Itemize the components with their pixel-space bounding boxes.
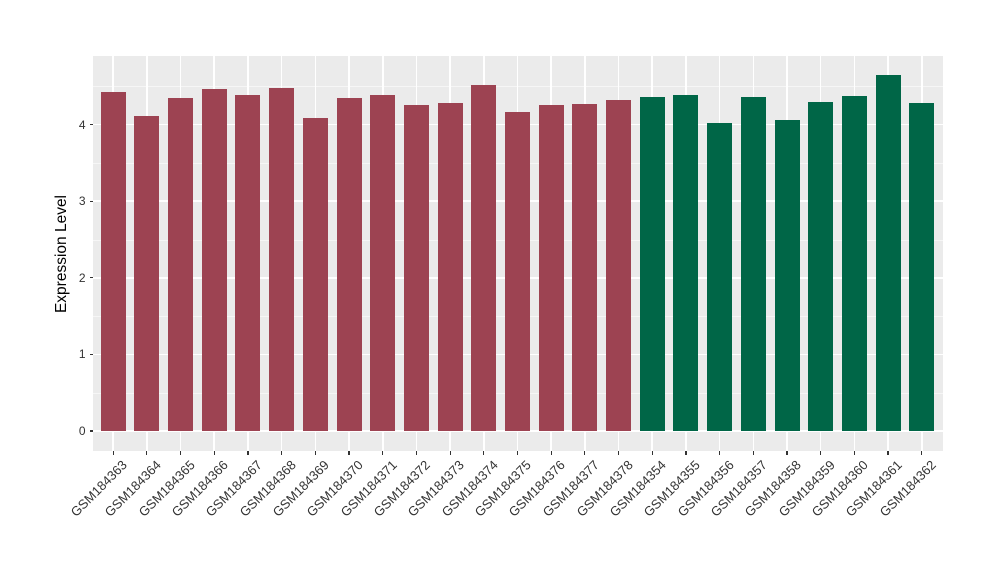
x-axis-tick — [112, 451, 114, 455]
y-tick-label: 3 — [78, 194, 86, 209]
x-axis-tick — [617, 451, 620, 455]
bar-GSM184369 — [302, 117, 328, 431]
x-axis-tick — [348, 451, 350, 455]
x-axis-tick — [314, 451, 316, 455]
y-tick-label: 4 — [78, 117, 86, 132]
x-axis-tick — [820, 451, 822, 455]
bar-GSM184375 — [504, 111, 530, 431]
bar-GSM184368 — [269, 87, 295, 431]
y-axis-tick — [89, 200, 93, 202]
bar-GSM184373 — [437, 103, 463, 431]
x-axis-tick — [179, 451, 182, 455]
y-axis-tick — [89, 430, 93, 432]
bar-GSM184360 — [841, 96, 867, 431]
bar-GSM184370 — [336, 97, 362, 431]
x-axis-tick — [853, 451, 855, 455]
bar-GSM184354 — [639, 97, 665, 431]
bar-GSM184372 — [403, 104, 429, 431]
bar-GSM184357 — [740, 97, 766, 431]
x-axis-tick — [651, 451, 653, 455]
bar-GSM184378 — [606, 100, 632, 431]
bar-GSM184376 — [538, 105, 564, 431]
x-axis-tick — [281, 451, 283, 455]
bar-GSM184355 — [673, 94, 699, 431]
x-axis-tick — [550, 451, 552, 455]
x-axis-tick — [719, 451, 721, 455]
x-axis-tick — [213, 451, 215, 455]
bar-GSM184364 — [134, 116, 160, 431]
x-axis-tick — [449, 451, 451, 455]
x-axis-tick — [921, 451, 923, 455]
bar-GSM184356 — [707, 123, 733, 431]
x-axis-tick — [887, 451, 889, 455]
y-tick-label: 2 — [78, 270, 86, 285]
x-axis-tick — [685, 451, 687, 455]
bar-GSM184359 — [808, 102, 834, 431]
bar-GSM184374 — [471, 84, 497, 431]
plot-panel — [93, 56, 943, 451]
bar-GSM184365 — [168, 97, 194, 431]
bar-GSM184366 — [201, 89, 227, 431]
y-axis-tick — [89, 277, 93, 279]
bar-GSM184363 — [100, 91, 126, 431]
bar-GSM184367 — [235, 95, 261, 431]
x-axis-tick — [382, 451, 384, 455]
bar-GSM184362 — [909, 103, 935, 431]
x-axis-tick — [786, 451, 788, 455]
x-axis-tick — [584, 451, 586, 455]
x-axis-tick — [752, 451, 754, 455]
y-axis-title: Expression Level — [53, 194, 70, 313]
x-axis-tick — [247, 451, 249, 455]
y-tick-label: 1 — [78, 347, 86, 362]
y-axis-tick — [89, 353, 93, 355]
x-axis-tick — [146, 451, 148, 455]
x-axis-tick — [415, 451, 417, 455]
x-axis-tick — [516, 451, 519, 455]
x-axis-tick — [483, 451, 485, 455]
bar-GSM184377 — [572, 103, 598, 431]
bar-GSM184358 — [774, 120, 800, 431]
bar-GSM184371 — [370, 95, 396, 431]
y-axis-tick — [89, 124, 93, 126]
y-tick-label: 0 — [78, 424, 86, 438]
bar-GSM184361 — [875, 74, 901, 431]
